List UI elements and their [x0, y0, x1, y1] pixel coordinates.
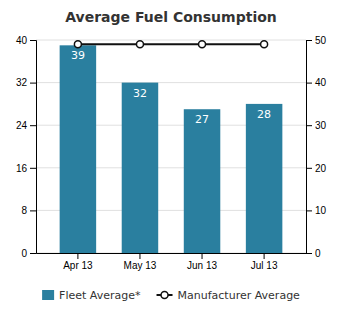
tick-mark — [30, 40, 36, 41]
tick: 10 — [306, 205, 327, 216]
marker — [136, 41, 143, 48]
tick-mark — [139, 253, 140, 259]
tick: 8 — [21, 205, 36, 216]
tick-mark — [306, 40, 312, 41]
bar — [60, 45, 97, 253]
tick-label: Jul 13 — [251, 260, 278, 271]
tick-label: 30 — [315, 120, 327, 131]
chart: Average Fuel Consumption 39 32 27 28 0 8 16 24 32… — [0, 0, 342, 311]
legend-label: Fleet Average* — [59, 289, 141, 302]
tick-label: 16 — [16, 163, 28, 174]
y2-axis: 0 10 20 30 40 50 — [306, 35, 327, 259]
x-axis: Apr 13 May 13 Jun 13 Jul 13 — [37, 253, 307, 271]
tick: 0 — [306, 248, 321, 259]
tick-label: Jun 13 — [187, 260, 217, 271]
tick: 0 — [21, 248, 36, 259]
marker — [261, 41, 268, 48]
tick: 50 — [306, 35, 327, 46]
tick: Jul 13 — [251, 253, 278, 271]
tick: 40 — [306, 77, 327, 88]
legend-item: Manufacturer Average — [157, 289, 301, 302]
tick-mark — [306, 253, 312, 254]
legend-label: Manufacturer Average — [178, 289, 301, 302]
tick-label: 40 — [16, 35, 28, 46]
tick: Apr 13 — [63, 253, 93, 271]
tick: May 13 — [124, 253, 157, 271]
legend-swatch — [42, 290, 54, 300]
data-labels: 39 32 27 28 — [71, 49, 271, 126]
data-label: 28 — [257, 108, 271, 121]
tick-mark — [77, 253, 78, 259]
marker — [74, 41, 81, 48]
chart-title: Average Fuel Consumption — [65, 9, 277, 25]
y-axis: 0 8 16 24 32 40 — [16, 35, 37, 259]
tick-label: May 13 — [124, 260, 157, 271]
tick-mark — [306, 125, 312, 126]
tick-mark — [30, 253, 36, 254]
tick: 20 — [306, 163, 327, 174]
tick-label: 20 — [315, 163, 327, 174]
legend-item: Fleet Average* — [42, 289, 141, 302]
tick-mark — [306, 210, 312, 211]
tick-mark — [30, 83, 36, 84]
axis-line — [37, 253, 307, 254]
marks — [60, 41, 283, 253]
tick-mark — [202, 253, 203, 259]
tick-label: 0 — [315, 248, 321, 259]
tick-label: 40 — [315, 77, 327, 88]
legend-marker — [161, 292, 168, 299]
tick-label: 10 — [315, 205, 327, 216]
line — [78, 43, 264, 45]
tick-label: 8 — [21, 205, 27, 216]
bar — [246, 104, 283, 253]
data-label: 27 — [195, 113, 209, 126]
legend: Fleet Average* Manufacturer Average — [42, 289, 300, 302]
bar — [122, 83, 159, 253]
tick: 32 — [16, 77, 36, 88]
axis-line — [30, 41, 37, 254]
tick-mark — [306, 83, 312, 84]
tick-mark — [264, 253, 265, 259]
data-label: 39 — [71, 49, 85, 62]
tick: 24 — [16, 120, 36, 131]
tick: 30 — [306, 120, 327, 131]
tick-mark — [30, 210, 36, 211]
grid — [36, 40, 306, 253]
tick: Jun 13 — [187, 253, 217, 271]
tick-label: 50 — [315, 35, 327, 46]
tick-mark — [30, 125, 36, 126]
tick: 16 — [16, 163, 36, 174]
bar — [184, 109, 221, 253]
tick-mark — [30, 168, 36, 169]
axis-line — [307, 41, 313, 254]
tick-label: Apr 13 — [63, 260, 93, 271]
marker — [199, 41, 206, 48]
tick-label: 24 — [16, 120, 28, 131]
tick-label: 32 — [16, 77, 28, 88]
tick: 40 — [16, 35, 36, 46]
tick-label: 0 — [21, 248, 27, 259]
data-label: 32 — [133, 87, 147, 100]
tick-mark — [306, 168, 312, 169]
